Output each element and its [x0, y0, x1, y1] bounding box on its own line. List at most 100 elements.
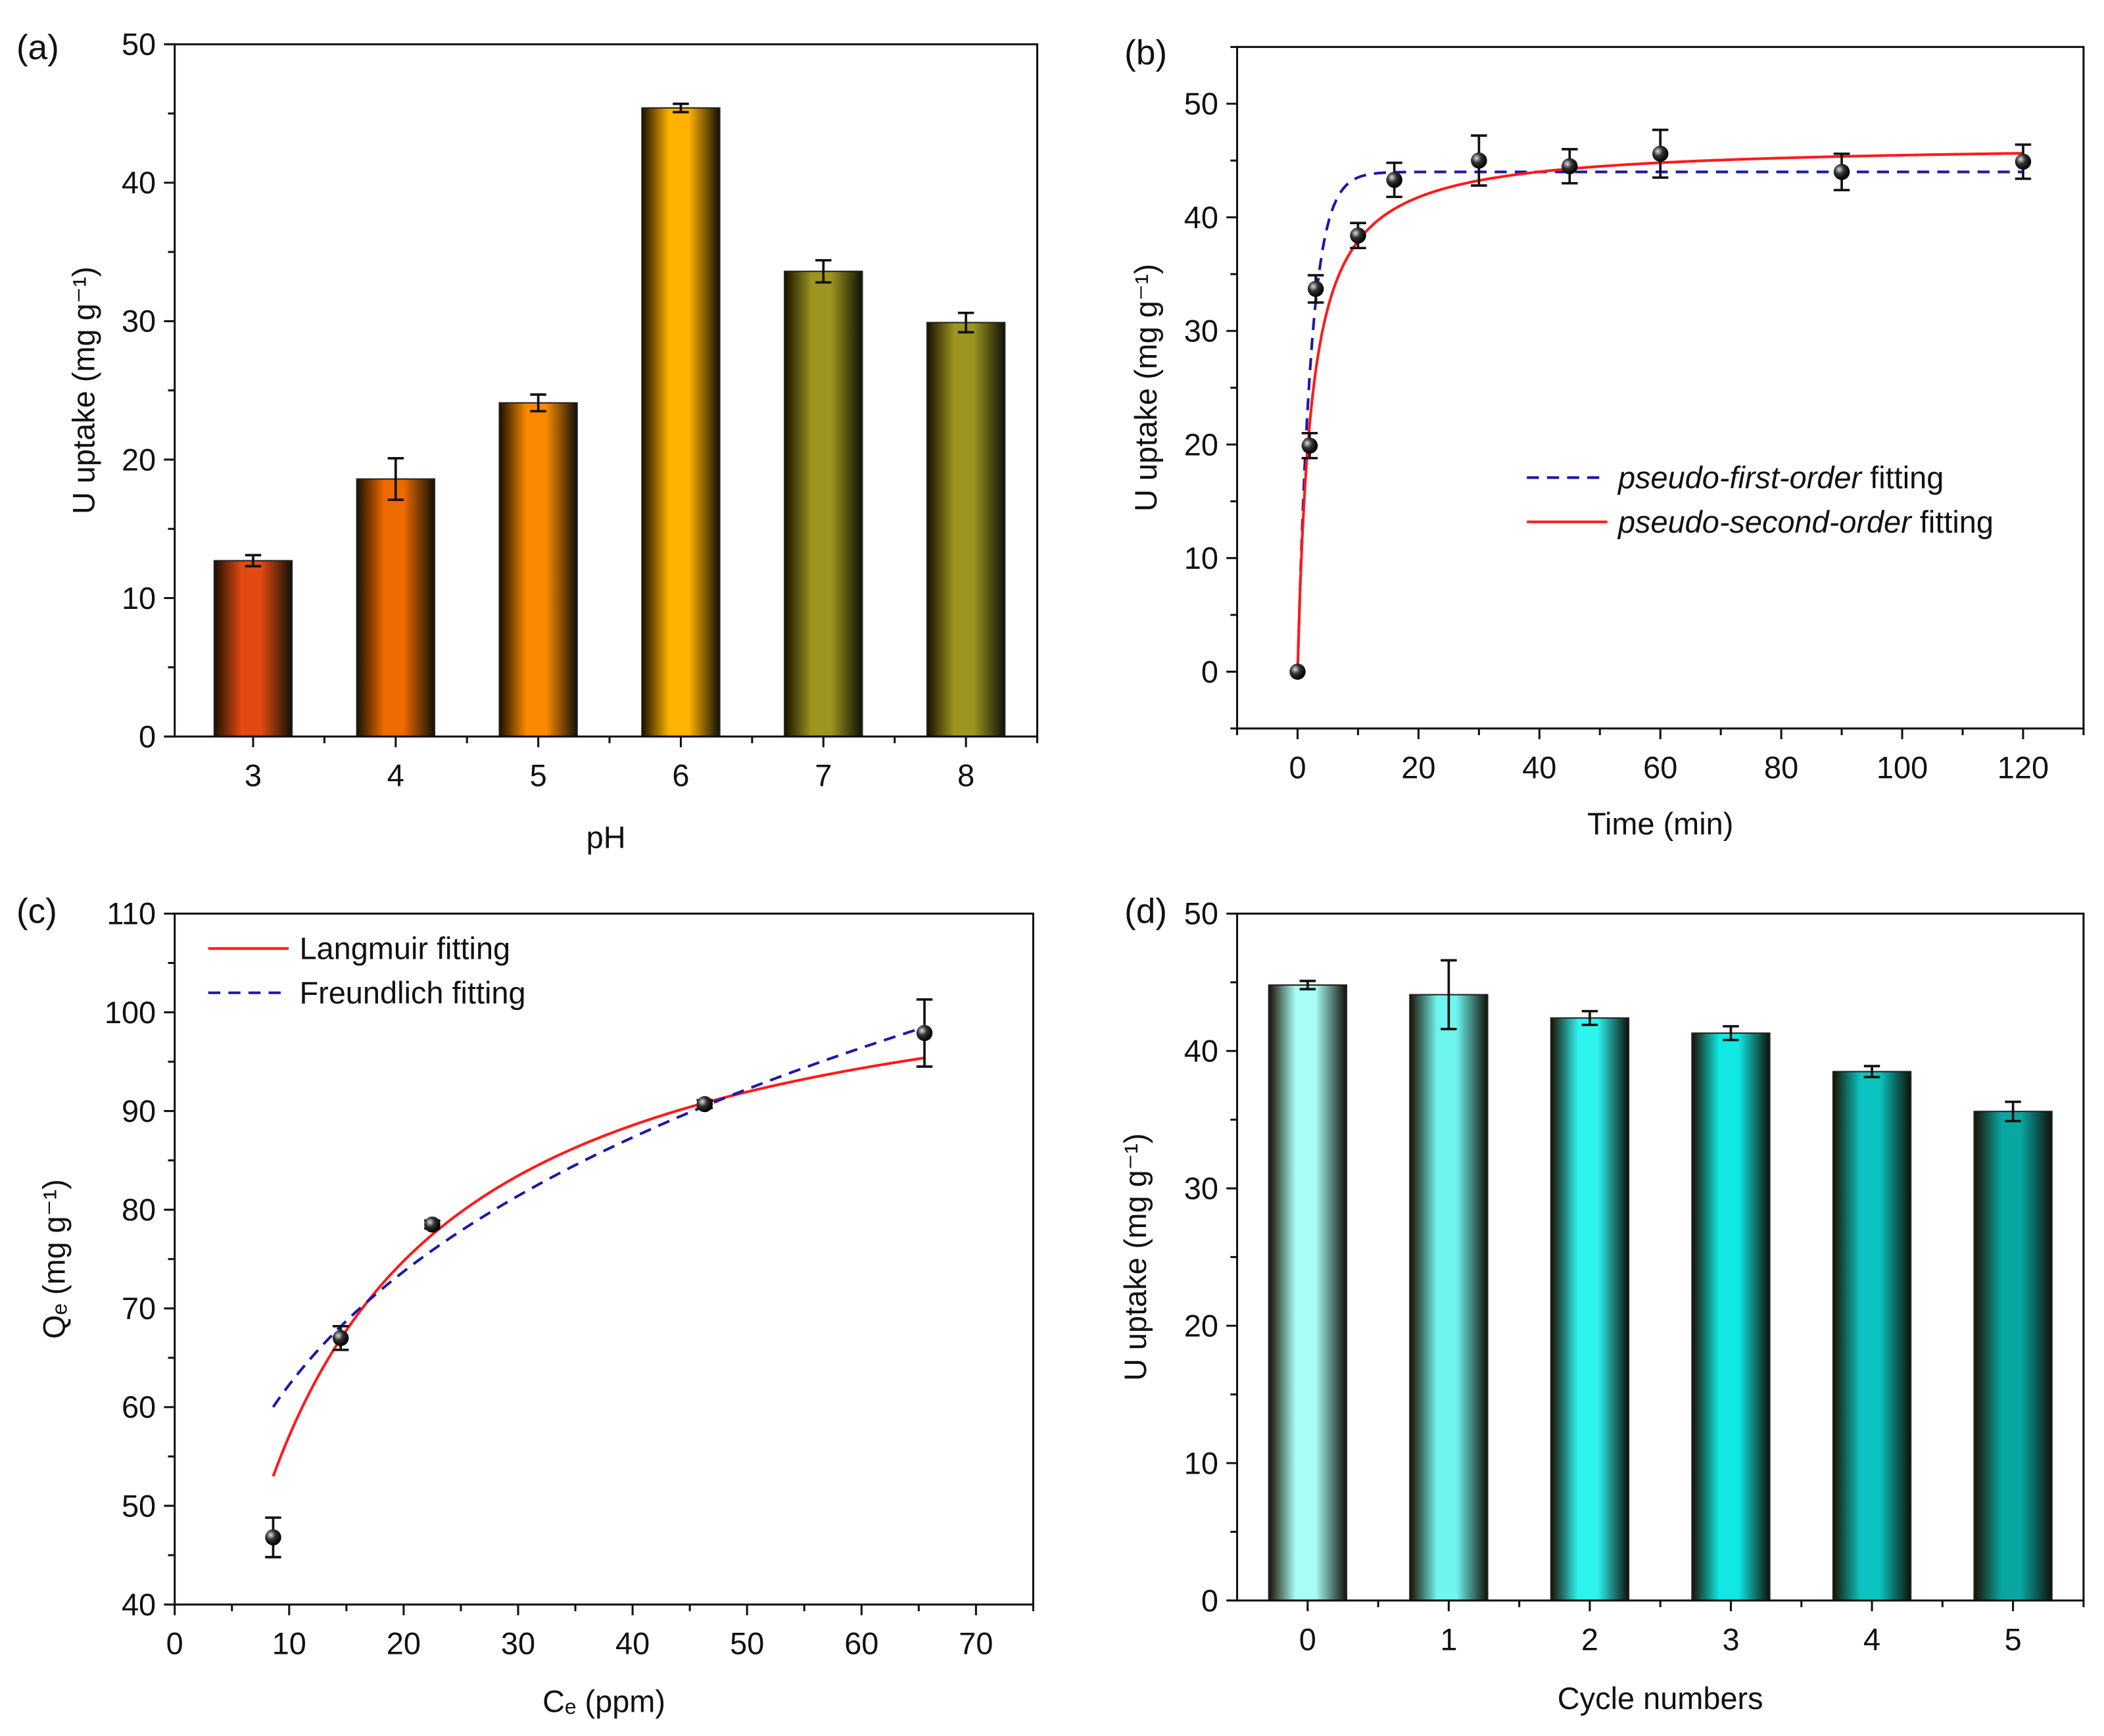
bar-4 — [356, 478, 435, 738]
y-axis-label: U uptake (mg g⁻¹) — [1118, 1133, 1153, 1381]
fit-curve-pso — [1296, 152, 2023, 672]
plot-frame — [174, 43, 1039, 738]
x-tick-label: 100 — [1877, 750, 1928, 784]
panel-a: (a) 0 10 20 30 40 50 3 4 5 6 7 8 pH U uptake (mg g⁻¹) — [16, 28, 1039, 854]
x-tick-label: 10 — [272, 1627, 306, 1661]
error-bar — [530, 393, 546, 413]
x-tick-label: 5 — [2005, 1622, 2022, 1656]
legend-text: fitting — [1911, 505, 1994, 539]
error-bar — [957, 311, 974, 334]
bar-3 — [213, 560, 293, 738]
legend-italic: pseudo-second-order — [1617, 505, 1913, 539]
x-tick-label: 3 — [1722, 1622, 1739, 1656]
bar-4 — [1832, 1071, 1912, 1601]
legend: Langmuir fitting Freundlich fitting — [208, 932, 526, 1010]
y-tick-label: 30 — [1184, 314, 1218, 349]
panel-c: (c) 40 50 60 70 80 90 100 110 0 10 20 30 40 50 60 70 Cₑ (… — [16, 892, 1034, 1718]
x-tick-label: 20 — [387, 1627, 421, 1661]
y-tick-label: 40 — [1184, 201, 1218, 235]
y-tick-label: 50 — [1184, 87, 1218, 121]
x-tick-label: 1 — [1440, 1622, 1457, 1656]
x-tick-label: 4 — [387, 759, 404, 793]
error-bar — [1723, 1025, 1739, 1042]
x-tick-label: 7 — [815, 759, 832, 793]
data-point — [1833, 164, 1850, 180]
bar-8 — [926, 322, 1006, 738]
panel-label: (d) — [1124, 892, 1167, 931]
panel-b: (b) 0 10 20 30 40 50 0 20 40 60 80 100 120 Time (min) U… — [1124, 34, 2085, 841]
error-bar — [1863, 1065, 1880, 1078]
x-tick-label: 4 — [1863, 1622, 1880, 1656]
x-tick-label: 6 — [672, 759, 689, 793]
y-tick-label: 60 — [122, 1390, 156, 1424]
error-bar — [1441, 959, 1457, 1030]
x-tick-label: 60 — [1643, 750, 1677, 784]
bar-7 — [784, 270, 863, 738]
panel-label: (a) — [16, 28, 59, 67]
fit-curve-freundlich — [272, 1026, 925, 1408]
legend-text: fitting — [1861, 461, 1944, 495]
error-bar — [1581, 1009, 1598, 1026]
y-tick-label: 10 — [1184, 1446, 1218, 1480]
data-point — [1301, 437, 1318, 454]
y-tick-label: 30 — [122, 304, 156, 339]
x-tick-label: 0 — [1299, 1622, 1316, 1656]
error-bar — [245, 554, 262, 567]
y-tick-label: 40 — [122, 166, 156, 200]
data-point — [696, 1096, 713, 1113]
x-tick-label: 60 — [844, 1627, 878, 1661]
y-tick-label: 0 — [1201, 1583, 1218, 1618]
x-tick-label: 80 — [1764, 750, 1798, 784]
data-point — [424, 1216, 441, 1233]
legend-text: Langmuir fitting — [299, 932, 510, 966]
data-point — [332, 1330, 349, 1347]
y-tick-label: 20 — [122, 443, 156, 477]
panel-label: (c) — [16, 892, 57, 931]
y-tick-label: 110 — [107, 897, 156, 931]
bar-5 — [498, 402, 578, 738]
legend-entry: Langmuir fitting — [299, 932, 510, 966]
y-tick-label: 20 — [1184, 427, 1218, 462]
data-point — [1652, 145, 1669, 162]
x-tick-label: 0 — [166, 1627, 183, 1661]
bar-6 — [641, 107, 721, 738]
x-tick-label: 50 — [730, 1627, 764, 1661]
error-bar — [673, 103, 689, 114]
data-point — [916, 1025, 933, 1042]
x-tick-label: 8 — [957, 759, 974, 793]
y-tick-label: 40 — [122, 1587, 156, 1622]
bar-1 — [1409, 994, 1489, 1601]
y-tick-label: 80 — [122, 1193, 156, 1227]
fit-curve-langmuir — [272, 1056, 925, 1477]
plot-frame — [1236, 912, 2085, 1602]
bar-2 — [1550, 1017, 1630, 1601]
x-tick-label: 20 — [1401, 750, 1435, 784]
error-bar — [387, 457, 404, 501]
x-axis-label: Cycle numbers — [1558, 1681, 1763, 1716]
error-bar — [1299, 979, 1316, 991]
error-bar — [2005, 1100, 2021, 1122]
data-point — [1471, 152, 1487, 169]
panel-d: (d) 0 10 20 30 40 50 0 1 2 3 4 5 Cycle numbers U uptak… — [1118, 892, 2085, 1716]
error-bar — [815, 258, 832, 284]
y-axis-label: U uptake (mg g⁻¹) — [66, 266, 101, 514]
data-point — [1307, 281, 1324, 297]
x-tick-label: 3 — [245, 759, 262, 793]
legend-text: Freundlich fitting — [299, 976, 525, 1010]
x-tick-label: 2 — [1581, 1622, 1598, 1656]
legend: pseudo-first-order fittingpseudo-second-… — [1527, 461, 1994, 539]
y-tick-label: 40 — [1184, 1034, 1218, 1069]
bar-0 — [1268, 984, 1348, 1601]
data-point — [1386, 172, 1402, 188]
fit-curve-pfo — [1296, 170, 2023, 672]
y-tick-label: 90 — [122, 1094, 156, 1128]
y-tick-label: 50 — [1184, 897, 1218, 931]
x-tick-label: 70 — [959, 1627, 993, 1661]
plot-frame — [174, 912, 1034, 1606]
legend-entry: Freundlich fitting — [299, 976, 525, 1010]
x-tick-label: 5 — [530, 759, 547, 793]
y-tick-label: 50 — [122, 28, 156, 62]
x-tick-label: 40 — [615, 1627, 650, 1661]
x-tick-label: 120 — [1997, 750, 2049, 784]
